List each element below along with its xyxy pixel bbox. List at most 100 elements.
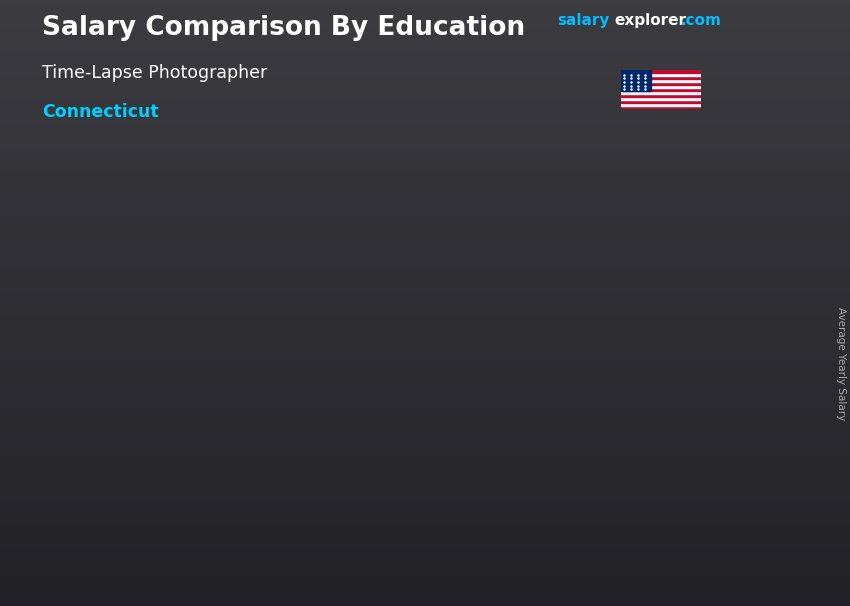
Bar: [0, 212, 850, 215]
Bar: [0, 530, 850, 533]
Bar: [0, 215, 850, 218]
Text: 95,500 USD: 95,500 USD: [430, 344, 509, 358]
Bar: [0, 303, 850, 306]
Bar: [0, 570, 850, 573]
Text: Connecticut: Connecticut: [42, 103, 159, 121]
Bar: [0, 291, 850, 294]
Bar: [0, 21, 850, 24]
Bar: [480, 327, 548, 521]
Bar: [0, 318, 850, 321]
Bar: [0, 76, 850, 79]
Bar: [0, 282, 850, 285]
Bar: [0, 367, 850, 370]
Bar: [0, 355, 850, 358]
Bar: [0, 300, 850, 303]
Bar: [0, 9, 850, 12]
Bar: [0, 61, 850, 64]
Bar: [0, 551, 850, 554]
Bar: [0, 582, 850, 585]
Bar: [0, 112, 850, 115]
Bar: [0, 100, 850, 103]
Bar: [0, 415, 850, 418]
Bar: [0, 248, 850, 251]
Bar: [620, 85, 701, 88]
Bar: [0, 576, 850, 579]
Bar: [0, 603, 850, 606]
Bar: [0, 488, 850, 491]
Bar: [0, 312, 850, 315]
Bar: [0, 518, 850, 521]
Bar: [0, 136, 850, 139]
Bar: [0, 306, 850, 309]
Bar: [0, 3, 850, 6]
Text: Average Yearly Salary: Average Yearly Salary: [836, 307, 846, 420]
Bar: [0, 233, 850, 236]
Bar: [0, 358, 850, 361]
Bar: [0, 536, 850, 539]
Bar: [0, 24, 850, 27]
Bar: [0, 427, 850, 430]
Bar: [0, 524, 850, 527]
Bar: [620, 106, 701, 109]
Bar: [0, 364, 850, 367]
Bar: [0, 194, 850, 197]
Text: Salary Comparison By Education: Salary Comparison By Education: [42, 15, 525, 41]
Bar: [0, 412, 850, 415]
Bar: [0, 400, 850, 403]
Bar: [0, 573, 850, 576]
Bar: [0, 324, 850, 327]
Bar: [0, 385, 850, 388]
Bar: [0, 164, 850, 167]
Bar: [0, 476, 850, 479]
Bar: [0, 85, 850, 88]
Bar: [0, 145, 850, 148]
Bar: [0, 236, 850, 239]
Bar: [0, 394, 850, 397]
Bar: [0, 376, 850, 379]
Bar: [0, 182, 850, 185]
Bar: [0, 442, 850, 445]
Bar: [0, 373, 850, 376]
Bar: [0, 185, 850, 188]
Bar: [0, 561, 850, 564]
Bar: [0, 327, 850, 330]
Bar: [0, 542, 850, 545]
Bar: [0, 161, 850, 164]
Bar: [620, 88, 701, 91]
Bar: [0, 554, 850, 558]
Bar: [0, 600, 850, 603]
Bar: [0, 279, 850, 282]
Text: Time-Lapse Photographer: Time-Lapse Photographer: [42, 64, 268, 82]
Bar: [620, 103, 701, 106]
Bar: [0, 433, 850, 436]
Bar: [0, 339, 850, 342]
Bar: [0, 345, 850, 348]
Bar: [0, 15, 850, 18]
Bar: [0, 167, 850, 170]
Bar: [0, 503, 850, 506]
Bar: [0, 597, 850, 600]
Bar: [0, 418, 850, 421]
Bar: [0, 539, 850, 542]
Bar: [0, 133, 850, 136]
Bar: [0, 0, 850, 3]
Bar: [0, 382, 850, 385]
Bar: [0, 391, 850, 394]
Bar: [620, 91, 701, 94]
Bar: [0, 27, 850, 30]
Text: .com: .com: [680, 13, 721, 28]
Bar: [0, 500, 850, 503]
Bar: [0, 585, 850, 588]
Bar: [0, 321, 850, 324]
Bar: [0, 361, 850, 364]
Bar: [0, 130, 850, 133]
Bar: [0, 200, 850, 203]
Bar: [0, 454, 850, 458]
Bar: [302, 373, 370, 521]
Bar: [0, 591, 850, 594]
Bar: [0, 118, 850, 121]
Bar: [0, 430, 850, 433]
Bar: [0, 64, 850, 67]
Bar: [0, 403, 850, 406]
Bar: [0, 342, 850, 345]
